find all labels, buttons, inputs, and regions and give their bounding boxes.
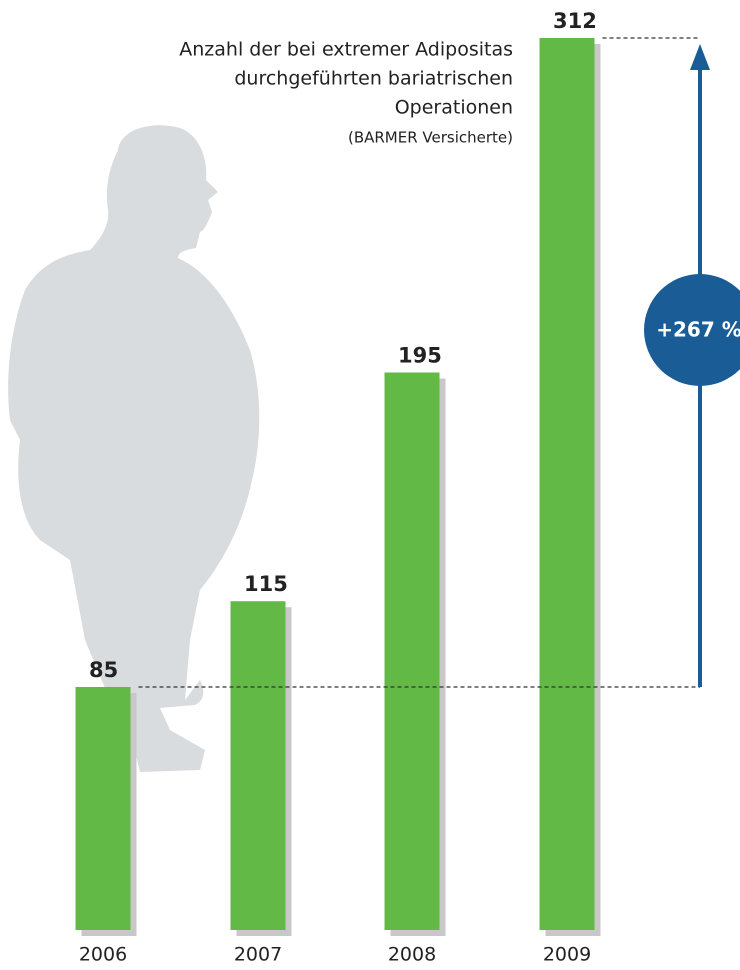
x-tick-label: 2007 [234, 944, 282, 966]
value-label: 85 [89, 658, 118, 682]
x-tick-label: 2009 [543, 944, 591, 966]
bar [231, 601, 286, 930]
chart-title: durchgeführten bariatrischen [234, 68, 513, 90]
chart-title: Anzahl der bei extremer Adipositas [179, 39, 513, 61]
silhouette [8, 125, 259, 772]
chart-title: Operationen [395, 97, 513, 119]
x-tick-label: 2006 [79, 944, 127, 966]
chart-subtitle: (BARMER Versicherte) [348, 129, 513, 147]
x-tick-label: 2008 [388, 944, 436, 966]
bar [76, 687, 131, 930]
annotation: +267 % [656, 318, 740, 342]
chart: Anzahl der bei extremer Adipositas durch… [0, 0, 740, 970]
value-label: 115 [244, 572, 288, 596]
value-label: 195 [398, 344, 442, 368]
arrow-head [690, 44, 710, 70]
bar [385, 373, 440, 931]
value-label: 312 [553, 9, 597, 33]
bar [540, 38, 595, 930]
